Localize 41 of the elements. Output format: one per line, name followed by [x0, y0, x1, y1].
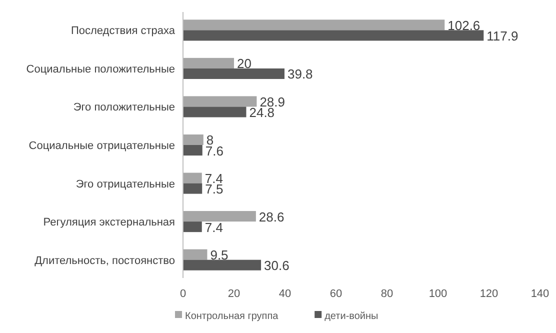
data-label: 39.8	[287, 66, 313, 82]
bar	[183, 134, 204, 145]
x-tick-label: 80	[380, 288, 394, 300]
bar	[183, 145, 202, 156]
bar	[183, 222, 202, 232]
x-tick-label: 60	[330, 288, 342, 300]
bar	[183, 58, 234, 68]
x-tick-label: 120	[480, 288, 498, 300]
bar	[183, 211, 256, 222]
bar	[183, 20, 445, 30]
bar	[183, 183, 202, 194]
bar	[183, 249, 208, 260]
x-tick-label: 20	[228, 288, 240, 300]
legend-label: Контрольная группа	[185, 311, 279, 322]
data-label: 102.6	[448, 18, 480, 33]
x-tick-label: 100	[428, 288, 448, 300]
data-label: 20	[237, 56, 252, 72]
legend-label: дети-войны	[324, 311, 378, 322]
x-tick-label: 40	[278, 288, 292, 300]
data-label: 117.9	[486, 28, 518, 44]
bar	[183, 106, 246, 118]
data-label: 7.5	[205, 182, 224, 197]
data-label: 9.5	[210, 248, 228, 263]
data-label: 28.9	[260, 94, 286, 110]
bar	[183, 260, 262, 270]
bar	[183, 68, 284, 79]
y-tick-label: Социальные отрицательные	[28, 140, 175, 152]
data-label: 30.6	[264, 258, 290, 274]
y-tick-label: Регуляция экстернальная	[43, 216, 176, 229]
data-label: 28.6	[258, 209, 284, 224]
bar	[183, 96, 257, 107]
y-tick-label: Последствия страха	[70, 25, 176, 38]
y-tick-label: Социальные положительные	[26, 63, 175, 76]
data-label: 7.4	[204, 220, 223, 235]
y-tick-label: Длительность, постоянство	[34, 254, 175, 267]
bar	[183, 30, 484, 41]
x-tick-label: 0	[180, 288, 186, 300]
bar	[183, 172, 202, 184]
x-tick-label: 140	[530, 288, 550, 300]
y-tick-label: Эго положительные	[73, 102, 175, 114]
y-tick-label: Эго отрицательные	[76, 178, 175, 190]
